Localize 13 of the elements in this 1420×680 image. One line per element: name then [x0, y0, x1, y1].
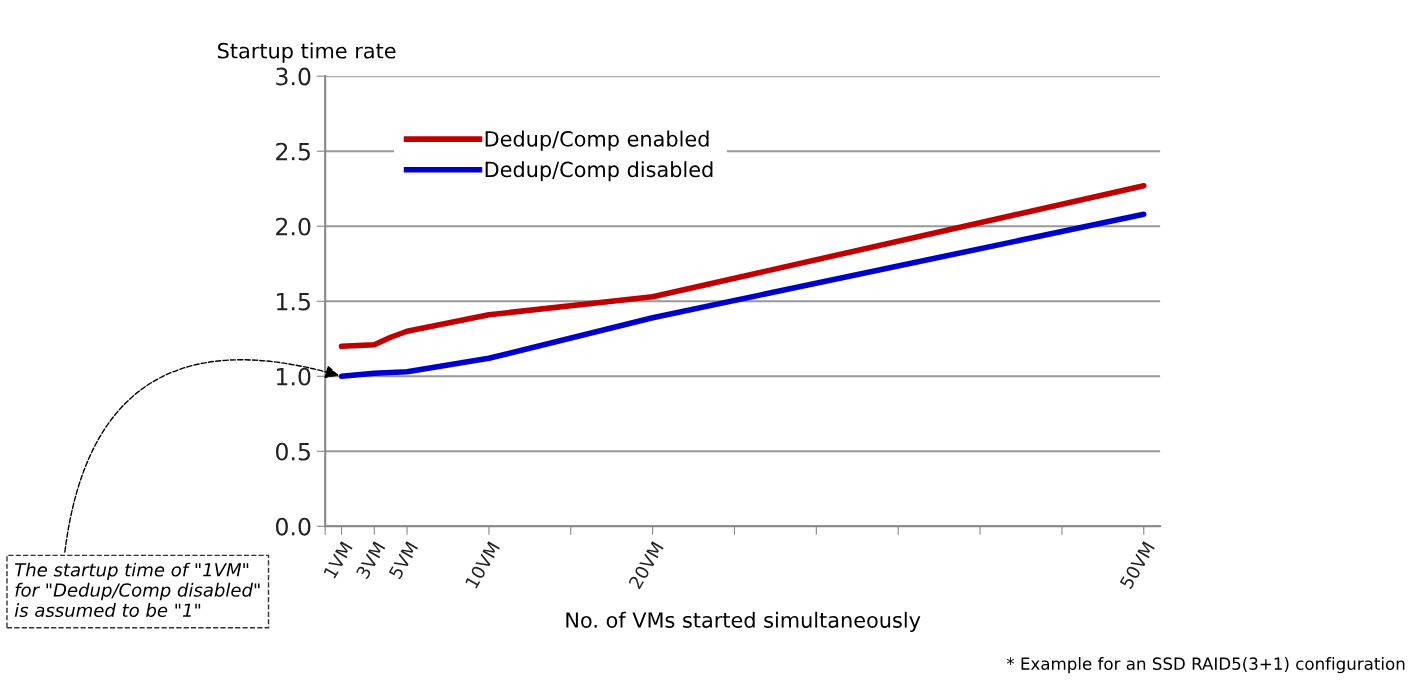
y-tick-label: 2.0: [276, 217, 311, 236]
legend-label: Dedup/Comp enabled: [485, 130, 709, 151]
y-tick-label: 2.5: [276, 142, 310, 161]
y-tick-label: 1.5: [277, 293, 310, 311]
y-tick-label: 0.5: [275, 442, 310, 461]
x-axis-title: No. of VMs started simultaneously: [566, 611, 921, 632]
annotation: The startup time of "1VM" for "Dedup/Comp disabled" is assumed to be "1": [14, 562, 260, 618]
y-tick-label: 1.0: [277, 367, 311, 386]
legend-label: Dedup/Comp disabled: [485, 161, 713, 182]
y-tick-label: 0.0: [275, 517, 311, 536]
text: * Example for an SSD RAID5(3+1) configuration: [1006, 657, 1405, 674]
y-axis-title: Startup time rate: [218, 42, 396, 63]
y-tick-label: 3.0: [276, 67, 311, 86]
